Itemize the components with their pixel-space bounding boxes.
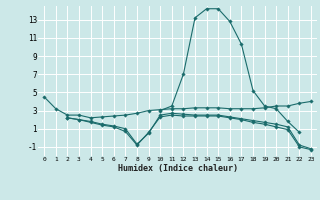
X-axis label: Humidex (Indice chaleur): Humidex (Indice chaleur) — [118, 164, 238, 173]
